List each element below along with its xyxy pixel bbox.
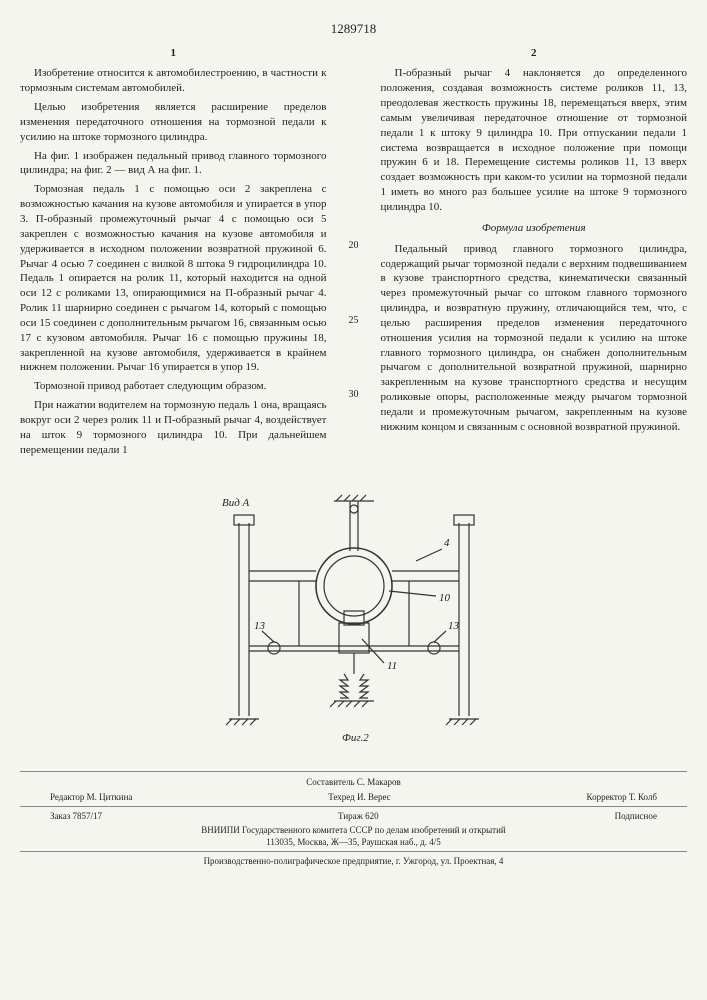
- callout-10: 10: [439, 592, 451, 604]
- figure-2: Вид А 4 10 13 13 11 Фиг.2: [184, 491, 524, 751]
- para: Тормозная педаль 1 с помощью оси 2 закре…: [20, 182, 327, 375]
- footer-vniipi2: 113035, Москва, Ж—35, Раушская наб., д. …: [20, 836, 687, 848]
- para: Целью изобретения является расширение пр…: [20, 100, 327, 145]
- line-mark: 20: [349, 209, 359, 283]
- figure-label: Фиг.2: [342, 732, 369, 744]
- right-column: 2 П-образный рычаг 4 наклоняется до опре…: [381, 46, 688, 462]
- footer-tirazh: Тираж 620: [338, 810, 379, 822]
- footer-proizv: Производственно-полиграфическое предприя…: [20, 855, 687, 867]
- line-mark: 25: [349, 283, 359, 357]
- para: Педальный привод главного тормозного цил…: [381, 242, 688, 435]
- line-mark: 30: [349, 358, 359, 432]
- line-number-gutter: 20 25 30: [345, 46, 363, 462]
- callout-13l: 13: [254, 620, 266, 632]
- formula-title: Формула изобретения: [381, 221, 688, 236]
- footer-vniipi1: ВНИИПИ Государственного комитета СССР по…: [20, 824, 687, 836]
- footer: Составитель С. Макаров Редактор М. Цитки…: [20, 771, 687, 867]
- callout-11: 11: [387, 660, 397, 672]
- col-num-left: 1: [20, 46, 327, 61]
- doc-number: 1289718: [20, 20, 687, 38]
- footer-korrektor: Корректор Т. Колб: [587, 791, 657, 803]
- para: При нажатии водителем на тормозную педал…: [20, 398, 327, 457]
- callout-13r: 13: [448, 620, 460, 632]
- para: П-образный рычаг 4 наклоняется до опреде…: [381, 66, 688, 214]
- left-column: 1 Изобретение относится к автомобилестро…: [20, 46, 327, 462]
- footer-tehred: Техред И. Верес: [328, 791, 390, 803]
- text-columns: 1 Изобретение относится к автомобилестро…: [20, 46, 687, 462]
- para: Тормозной привод работает следующим обра…: [20, 379, 327, 394]
- col-num-right: 2: [381, 46, 688, 61]
- para: Изобретение относится к автомобилестроен…: [20, 66, 327, 96]
- footer-redaktor: Редактор М. Циткина: [50, 791, 132, 803]
- figure-label-vida: Вид А: [222, 497, 250, 509]
- para: На фиг. 1 изображен педальный привод гла…: [20, 149, 327, 179]
- footer-sostavitel: Составитель С. Макаров: [20, 776, 687, 788]
- footer-podpisnoe: Подписное: [615, 810, 657, 822]
- footer-zakaz: Заказ 7857/17: [50, 810, 102, 822]
- callout-4: 4: [444, 537, 450, 549]
